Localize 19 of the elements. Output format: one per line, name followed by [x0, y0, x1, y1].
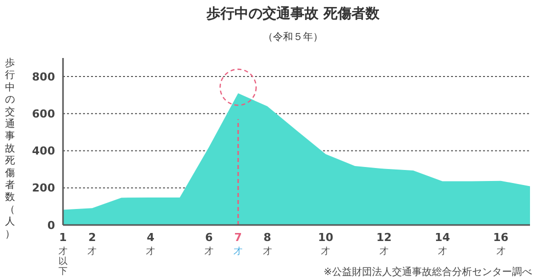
y-tick-label: 800 — [32, 70, 56, 84]
x-tick-label: 10才 — [318, 231, 334, 257]
x-tick-label: 12才 — [376, 231, 392, 257]
x-tick-label: 8才 — [262, 231, 272, 257]
chart-subtitle: （令和５年） — [263, 31, 323, 43]
y-tick-label: 200 — [32, 182, 56, 195]
y-tick-label: 400 — [32, 144, 56, 158]
chart-title: 歩行中の交通事故 死傷者数 — [206, 5, 380, 22]
x-tick-label: 14才 — [434, 231, 450, 257]
x-tick-label: 2才 — [88, 231, 97, 257]
x-tick-label: 1才以下 — [58, 231, 68, 277]
text: ※公益財団法人交通事故総合分析センター調べ — [324, 266, 532, 278]
x-tick-label: 4才 — [146, 231, 156, 257]
x-tick-label: 16才 — [493, 231, 509, 257]
y-tick-label: 0 — [47, 218, 56, 232]
text: 歩行中の交通事故死傷者数（人） — [5, 58, 15, 240]
y-tick-label: 600 — [32, 108, 56, 121]
x-tick-label: 7才 — [234, 231, 243, 257]
x-tick-label: 6才 — [204, 231, 214, 257]
